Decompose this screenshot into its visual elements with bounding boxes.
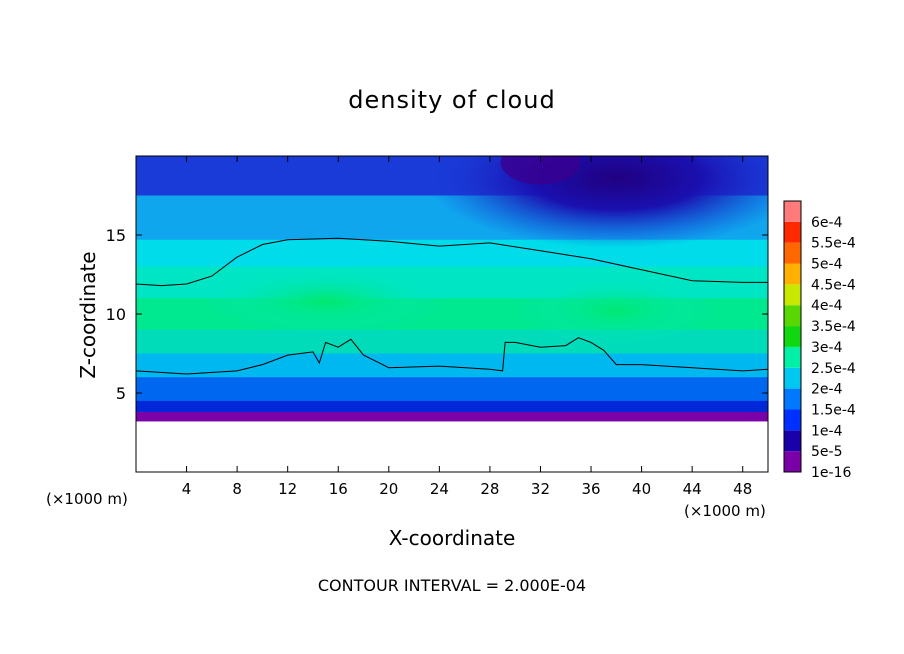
no-data-region: [136, 421, 768, 472]
colorbar-frame: [783, 200, 802, 473]
colorbar-swatch: [784, 409, 801, 431]
colorbar-swatch: [784, 430, 801, 452]
colorbar-swatch: [784, 221, 801, 243]
y-axis-ticks: 5 10 15: [106, 226, 768, 403]
y-tick-label: 10: [106, 305, 126, 324]
x-tick-label: 20: [379, 480, 398, 498]
purple-top-patch: [500, 156, 581, 185]
y-tick-label: 15: [106, 226, 126, 245]
chart-title: density of cloud: [348, 86, 556, 114]
colorbar-label: 3e-4: [811, 340, 843, 356]
x-unit-label-left: (×1000 m): [46, 490, 128, 508]
colorbar-swatch: [784, 388, 801, 410]
x-tick-label: 16: [329, 480, 348, 498]
x-unit-label-right: (×1000 m): [684, 502, 766, 520]
colorbar-label: 6e-4: [811, 215, 843, 231]
contour-line-upper: [136, 237, 768, 287]
x-tick-label: 4: [182, 480, 192, 498]
heatmap-field: [136, 156, 768, 472]
colorbar: 1e-16 5e-5 1e-4 1.5e-4 2e-4 2.5e-4 3e-4 3.5e-4 4…: [783, 200, 856, 481]
dark-upper-region: [426, 156, 768, 249]
colorbar-swatch: [784, 242, 801, 264]
x-tick-label: 24: [430, 480, 449, 498]
colorbar-swatch: [784, 284, 801, 306]
colorbar-label: 2.5e-4: [811, 361, 856, 377]
x-tick-label: 28: [480, 480, 499, 498]
colorbar-swatch: [784, 201, 801, 222]
colorbar-swatch: [784, 326, 801, 347]
colorbar-swatch: [784, 305, 801, 327]
colorbar-swatch: [784, 346, 801, 368]
colorbar-label: 5e-5: [811, 444, 842, 460]
colorbar-label: 3.5e-4: [811, 319, 856, 335]
contour-line-lower: [136, 337, 768, 375]
contour-interval-note: CONTOUR INTERVAL = 2.000E-04: [317, 576, 587, 595]
field-band: [136, 411, 768, 423]
green-core-left: [205, 267, 446, 336]
x-tick-label: 12: [278, 480, 297, 498]
colorbar-label: 4.5e-4: [811, 277, 856, 293]
colorbar-label: 5e-4: [811, 257, 843, 273]
y-tick-label: 5: [116, 384, 126, 403]
x-tick-label: 8: [232, 480, 242, 498]
colorbar-swatch: [784, 451, 801, 472]
colorbar-label: 2e-4: [811, 382, 843, 398]
colorbar-label: 1e-4: [811, 423, 843, 439]
colorbar-swatch: [784, 367, 801, 389]
x-tick-label: 48: [733, 480, 752, 498]
colorbar-label: 5.5e-4: [811, 236, 856, 252]
x-tick-label: 32: [531, 480, 550, 498]
contour-lines: [136, 237, 768, 375]
green-core-right: [516, 276, 717, 345]
x-tick-label: 44: [683, 480, 702, 498]
x-axis-ticks: 4 8 12 16 20 24 28 32 36 40 44 48: [182, 156, 752, 498]
colorbar-label: 1.5e-4: [811, 402, 856, 418]
colorbar-label: 1e-16: [811, 465, 851, 481]
x-tick-label: 40: [632, 480, 651, 498]
y-axis-label: Z-coordinate: [76, 251, 100, 379]
colorbar-label: 4e-4: [811, 298, 843, 314]
x-axis-label: X-coordinate: [388, 526, 516, 550]
colorbar-swatch: [784, 263, 801, 285]
x-tick-label: 36: [581, 480, 600, 498]
